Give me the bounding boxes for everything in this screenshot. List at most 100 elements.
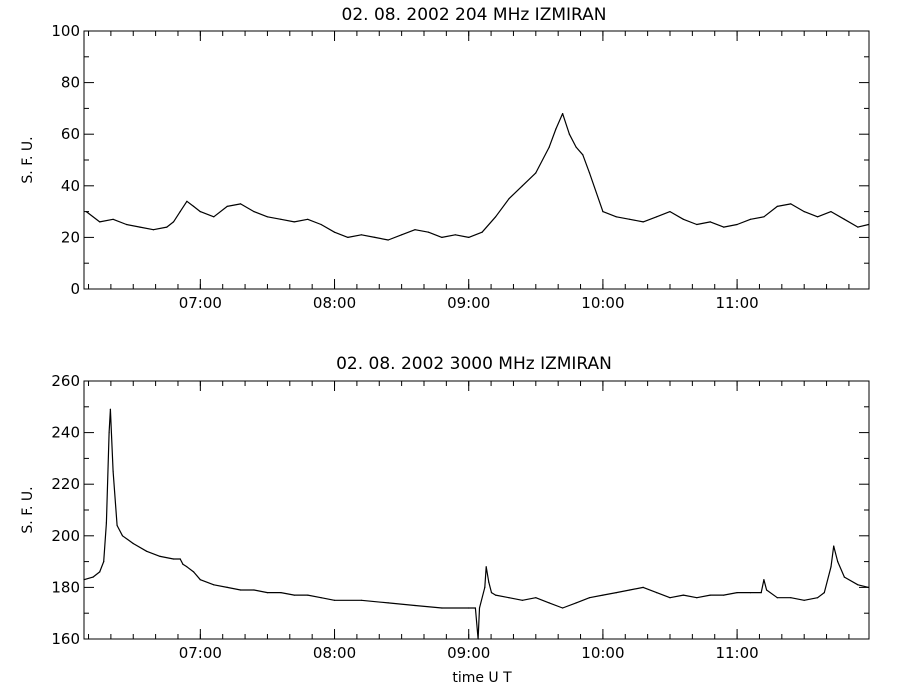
- data-point: [347, 236, 349, 238]
- data-point: [763, 579, 765, 581]
- data-point: [857, 226, 859, 228]
- data-point: [307, 218, 309, 220]
- data-point: [307, 594, 309, 596]
- data-point: [360, 234, 362, 236]
- data-point: [474, 607, 476, 609]
- data-point: [562, 113, 564, 115]
- plot-frame-3000mhz: [83, 380, 870, 640]
- data-point: [186, 200, 188, 202]
- data-point: [112, 218, 114, 220]
- y-tick-label: 0: [70, 280, 80, 298]
- data-point: [193, 205, 195, 207]
- data-point: [830, 566, 832, 568]
- data-point: [99, 571, 101, 573]
- data-point: [857, 584, 859, 586]
- data-point: [615, 592, 617, 594]
- data-point: [166, 226, 168, 228]
- data-point: [615, 216, 617, 218]
- y-tick-label: 240: [51, 424, 80, 442]
- data-point: [85, 211, 87, 213]
- y-axis-label-3000mhz: S. F. U.: [20, 486, 36, 533]
- data-point: [199, 579, 201, 581]
- data-point: [656, 216, 658, 218]
- data-point: [266, 216, 268, 218]
- data-point: [441, 607, 443, 609]
- series-204mhz: [85, 112, 870, 241]
- x-tick-label: 10:00: [581, 644, 624, 662]
- data-point: [837, 561, 839, 563]
- data-point: [478, 607, 481, 609]
- y-tick-label: 100: [51, 22, 80, 40]
- data-point: [535, 597, 537, 599]
- data-point: [333, 231, 336, 233]
- data-point: [602, 594, 604, 596]
- data-point: [763, 216, 765, 218]
- data-point: [159, 555, 161, 558]
- data-point: [266, 592, 268, 594]
- data-point: [441, 236, 443, 238]
- data-point: [749, 592, 752, 594]
- data-point: [682, 594, 685, 596]
- data-point: [172, 558, 175, 560]
- data-point: [280, 592, 282, 594]
- ticks-204mhz: 0 20 40 60 80 100 07:00 08:00 09:00 10:00 11:00: [51, 22, 869, 312]
- y-tick-label: 60: [61, 125, 80, 143]
- data-point: [293, 594, 295, 596]
- data-point: [374, 236, 376, 238]
- data-point: [152, 229, 154, 231]
- data-point: [696, 223, 698, 226]
- x-tick-label: 08:00: [313, 294, 356, 312]
- series-3000mhz: [83, 408, 870, 640]
- data-point: [105, 522, 107, 524]
- panel-3000mhz: 02. 08. 2002 3000 MHz IZMIRAN S. F. U. t…: [20, 354, 870, 686]
- data-point: [116, 524, 118, 527]
- data-point: [535, 172, 537, 174]
- data-point: [172, 221, 175, 223]
- x-tick-label: 10:00: [581, 294, 624, 312]
- data-point: [240, 203, 242, 205]
- data-point: [790, 597, 792, 599]
- data-point: [481, 231, 483, 233]
- data-point: [253, 589, 255, 591]
- chart-title-204mhz: 02. 08. 2002 204 MHz IZMIRAN: [342, 5, 607, 25]
- plot-frame-204mhz: [83, 30, 870, 290]
- data-point: [723, 226, 725, 228]
- y-tick-label: 20: [61, 228, 80, 246]
- data-point: [629, 589, 631, 591]
- y-tick-label: 200: [51, 527, 80, 545]
- data-point: [401, 234, 403, 236]
- data-point: [843, 218, 846, 220]
- data-point: [454, 234, 456, 236]
- data-point: [468, 236, 470, 238]
- x-axis-label-3000mhz: time U T: [452, 670, 512, 686]
- data-point: [736, 592, 738, 594]
- x-tick-label: 07:00: [179, 644, 222, 662]
- data-point: [226, 205, 228, 207]
- data-point: [548, 146, 550, 148]
- data-point: [602, 211, 604, 213]
- y-tick-label: 160: [51, 630, 80, 648]
- data-point: [790, 203, 792, 205]
- panel-204mhz: 02. 08. 2002 204 MHz IZMIRAN S. F. U. 0 2…: [20, 5, 870, 312]
- data-point: [669, 211, 671, 213]
- data-point: [226, 586, 228, 589]
- x-tick-label: 07:00: [179, 294, 222, 312]
- data-point: [696, 597, 698, 599]
- data-point: [132, 542, 134, 545]
- data-point: [760, 592, 762, 594]
- data-point: [521, 599, 524, 601]
- series-line-204mhz-0: [85, 112, 869, 241]
- y-axis-label-204mhz: S. F. U.: [20, 136, 36, 183]
- data-point: [723, 594, 725, 596]
- data-point: [568, 133, 571, 135]
- series-line-3000mhz-0: [83, 408, 869, 640]
- y-tick-label: 40: [61, 177, 80, 195]
- data-point: [199, 211, 201, 213]
- x-tick-label: 09:00: [447, 294, 490, 312]
- data-point: [146, 550, 148, 552]
- x-tick-label: 09:00: [447, 644, 490, 662]
- ticks-3000mhz: 160 180 200 220 240 260 07:00 08:00 09:00 10:00 11…: [51, 372, 869, 662]
- data-point: [495, 216, 497, 218]
- data-point: [280, 218, 282, 220]
